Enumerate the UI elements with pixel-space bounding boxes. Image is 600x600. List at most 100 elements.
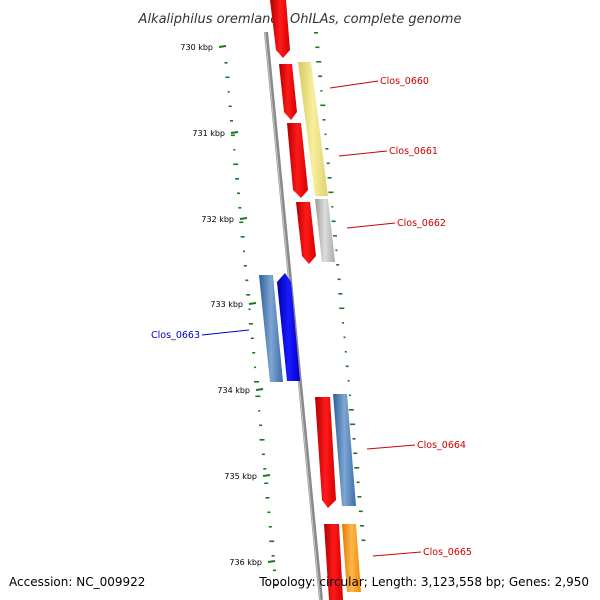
feature-bar-yellow[interactable] xyxy=(298,62,328,196)
gc-dot xyxy=(350,423,356,426)
map-title: Alkaliphilus oremlandii OhILAs, complete… xyxy=(138,12,462,27)
gc-dot xyxy=(331,220,336,223)
gc-dot xyxy=(268,526,272,528)
gc-dot xyxy=(248,308,251,311)
gene-label-clos-0665[interactable]: Clos_0665 xyxy=(423,547,472,558)
gc-dot xyxy=(316,61,322,63)
gc-dot xyxy=(252,352,256,354)
gc-dot xyxy=(264,482,269,485)
gc-dot xyxy=(233,163,239,166)
gc-dot xyxy=(327,177,332,179)
gc-dot xyxy=(343,336,346,339)
gc-dot xyxy=(227,91,230,93)
gc-dot xyxy=(265,497,270,499)
cds-arrow-forward[interactable] xyxy=(279,64,297,120)
gc-dot xyxy=(233,149,236,151)
leader-line-clos-0663 xyxy=(201,329,250,336)
gc-dot xyxy=(230,120,233,122)
gc-dot xyxy=(337,278,341,281)
gene-label-clos-0664[interactable]: Clos_0664 xyxy=(417,440,466,451)
gc-dot xyxy=(353,452,358,455)
gc-dot xyxy=(320,104,326,107)
cds-arrow-forward[interactable] xyxy=(296,202,316,264)
gc-dot xyxy=(333,235,337,237)
tick-734: 734 kbp xyxy=(217,386,264,395)
cds-arrow-reverse[interactable] xyxy=(277,273,300,381)
gc-dot xyxy=(339,307,345,310)
gene-label-clos-0661[interactable]: Clos_0661 xyxy=(389,146,438,157)
gc-dot xyxy=(344,351,347,353)
gc-dot xyxy=(314,32,318,34)
gc-dot xyxy=(243,265,247,267)
gc-dot xyxy=(254,381,259,383)
gc-dot xyxy=(271,555,275,557)
gc-dot xyxy=(356,481,360,484)
feature-bar-steelblue[interactable] xyxy=(333,394,356,506)
gc-dot xyxy=(358,510,363,513)
leader-line-clos-0665 xyxy=(372,551,422,557)
tick-label-735: 735 kbp xyxy=(224,472,257,481)
gc-dot xyxy=(248,323,253,325)
tick-label-733: 733 kbp xyxy=(210,300,243,309)
gc-dot xyxy=(345,365,349,368)
gc-dot xyxy=(261,453,265,456)
feature-bar-orange[interactable] xyxy=(342,524,361,592)
gc-dot xyxy=(228,105,232,108)
feature-bar-grey[interactable] xyxy=(315,199,335,262)
genome-summary-text: Topology: circular; Length: 3,123,558 bp… xyxy=(258,575,589,589)
gc-dot xyxy=(258,410,261,412)
gc-dot xyxy=(315,46,320,49)
gc-dot xyxy=(338,293,343,295)
gc-dot xyxy=(237,192,240,195)
gc-dot xyxy=(238,207,242,209)
tick-735: 735 kbp xyxy=(224,472,271,481)
gc-dot xyxy=(243,250,245,253)
feature-bar-steelblue-reverse[interactable] xyxy=(259,275,283,382)
gc-dot xyxy=(230,134,235,137)
tick-label-734: 734 kbp xyxy=(217,386,250,395)
cds-arrow-forward[interactable] xyxy=(315,397,336,508)
gc-dot xyxy=(250,337,254,340)
gc-dot xyxy=(239,221,244,224)
gc-dot xyxy=(269,540,275,543)
gc-dot xyxy=(259,424,263,427)
gene-label-clos-0660[interactable]: Clos_0660 xyxy=(380,76,429,87)
gc-dot xyxy=(325,148,329,150)
gc-dot xyxy=(331,206,334,208)
tick-label-732: 732 kbp xyxy=(201,215,234,224)
gc-dot xyxy=(347,380,350,382)
tick-736: 736 kbp xyxy=(229,558,276,567)
tick-label-736: 736 kbp xyxy=(229,558,262,567)
tick-733: 733 kbp xyxy=(210,300,257,309)
gc-dot xyxy=(255,395,261,398)
tick-731: 731 kbp xyxy=(192,129,239,138)
gc-dot xyxy=(235,178,240,180)
gc-dot xyxy=(245,279,249,282)
leader-line-clos-0661 xyxy=(338,150,388,157)
gc-dot xyxy=(263,468,267,470)
gene-label-clos-0663[interactable]: Clos_0663 xyxy=(151,330,200,341)
gc-dot xyxy=(224,62,228,64)
gc-dot xyxy=(267,511,271,514)
gc-dot xyxy=(324,133,327,136)
gc-dot xyxy=(322,119,326,121)
cds-arrow-forward[interactable] xyxy=(270,0,290,58)
gc-dot xyxy=(360,525,365,527)
leader-line-clos-0660 xyxy=(329,80,379,89)
gene-label-clos-0662[interactable]: Clos_0662 xyxy=(397,218,446,229)
tick-label-730: 730 kbp xyxy=(180,43,213,52)
gc-dot xyxy=(320,90,323,92)
gc-dot xyxy=(348,409,354,411)
gc-dot xyxy=(259,439,265,441)
tick-730: 730 kbp xyxy=(180,43,227,52)
gc-dot xyxy=(254,366,257,369)
cds-arrow-forward[interactable] xyxy=(324,524,343,600)
gc-dots-inner xyxy=(224,62,278,586)
gc-dot xyxy=(352,438,356,440)
gc-dot xyxy=(335,249,338,252)
gc-dot xyxy=(246,294,251,296)
gc-dot xyxy=(328,191,334,194)
gc-dot xyxy=(240,236,245,238)
cds-arrow-forward[interactable] xyxy=(287,123,308,198)
